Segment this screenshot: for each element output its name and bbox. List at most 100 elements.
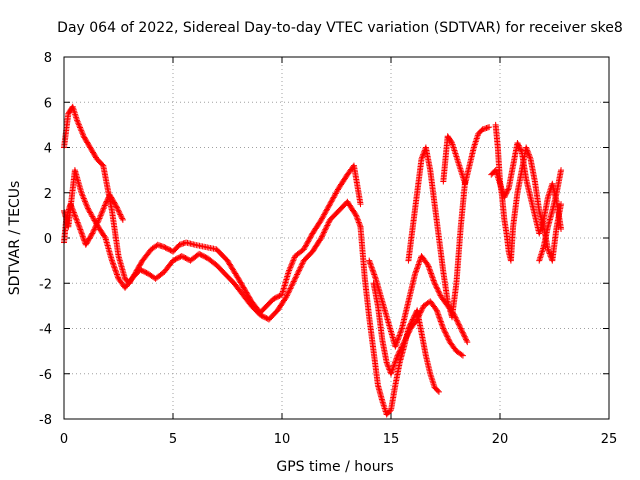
data-point: [459, 328, 466, 335]
data-point: [79, 191, 86, 198]
data-point: [305, 238, 312, 245]
data-point: [80, 194, 87, 201]
data-point: [323, 207, 330, 214]
data-point: [558, 167, 565, 174]
data-point: [526, 154, 533, 161]
data-point: [241, 287, 248, 294]
data-point: [102, 201, 109, 208]
data-point: [283, 293, 290, 300]
data-point: [72, 215, 79, 222]
data-point: [460, 330, 467, 337]
y-tick-label: -2: [39, 277, 52, 292]
y-tick-label: 6: [44, 96, 52, 111]
series-track-h: [440, 124, 493, 187]
data-point: [75, 120, 82, 127]
data-point: [325, 219, 332, 226]
data-point: [401, 339, 408, 346]
y-tick-label: 2: [44, 187, 52, 202]
data-point: [79, 233, 86, 240]
data-point: [111, 265, 118, 272]
data-point: [70, 209, 77, 216]
data-point: [437, 318, 444, 325]
data-point: [79, 232, 86, 239]
data-point: [371, 271, 378, 278]
data-point: [111, 200, 118, 207]
data-point: [80, 234, 87, 241]
y-tick-label: -4: [39, 323, 52, 338]
data-point: [285, 268, 292, 275]
data-point: [394, 338, 401, 345]
data-point: [86, 143, 93, 150]
data-point: [136, 262, 143, 269]
data-point: [427, 269, 434, 276]
data-point: [104, 197, 111, 204]
data-point: [332, 190, 339, 197]
data-point: [76, 123, 83, 130]
y-axis-label: SDTVAR / TECUs: [7, 181, 23, 296]
data-point: [288, 284, 295, 291]
data-point: [454, 318, 461, 325]
data-point: [86, 235, 93, 242]
data-point: [435, 288, 442, 295]
data-point: [516, 145, 523, 152]
data-point: [289, 260, 296, 267]
data-point: [76, 223, 83, 230]
data-point: [89, 148, 96, 155]
data-point: [384, 362, 391, 369]
data-point: [416, 258, 423, 265]
data-point: [116, 210, 123, 217]
data-point: [501, 194, 508, 201]
data-point: [287, 263, 294, 270]
data-point: [515, 141, 522, 148]
data-point: [545, 247, 552, 254]
data-point: [399, 343, 406, 350]
data-point: [444, 335, 451, 342]
data-point: [525, 151, 532, 158]
data-point: [101, 202, 108, 209]
data-point: [427, 267, 434, 274]
data-point: [292, 274, 299, 281]
data-point: [383, 359, 390, 366]
data-point: [403, 333, 410, 340]
data-point: [90, 214, 97, 221]
data-point: [413, 265, 420, 272]
data-point: [291, 277, 298, 284]
data-point: [441, 328, 448, 335]
data-point: [235, 275, 242, 282]
data-point: [84, 238, 91, 245]
data-point: [367, 261, 374, 268]
data-point: [391, 362, 398, 369]
data-point: [296, 267, 303, 274]
data-point: [398, 344, 405, 351]
data-point: [391, 361, 398, 368]
data-point: [288, 282, 295, 289]
data-point: [69, 206, 76, 213]
data-point: [352, 211, 359, 218]
data-point: [73, 216, 80, 223]
data-point: [413, 267, 420, 274]
data-point: [436, 314, 443, 321]
data-point: [75, 222, 82, 229]
data-point: [119, 216, 126, 223]
data-point: [321, 211, 328, 218]
data-point: [85, 206, 92, 213]
data-point: [453, 315, 460, 322]
data-point: [368, 264, 375, 271]
data-point: [112, 202, 119, 209]
x-tick-label: 10: [274, 432, 291, 447]
data-point: [285, 289, 292, 296]
data-point: [320, 230, 327, 237]
data-point: [393, 355, 400, 362]
data-point: [329, 195, 336, 202]
data-point: [91, 217, 98, 224]
data-point: [240, 284, 247, 291]
data-point: [434, 308, 441, 315]
data-point: [401, 337, 408, 344]
data-point: [416, 311, 423, 318]
data-point: [504, 187, 511, 194]
data-point: [433, 284, 440, 291]
data-point: [523, 144, 530, 151]
data-point: [298, 261, 305, 268]
data-point: [67, 201, 74, 208]
data-point: [113, 271, 120, 278]
